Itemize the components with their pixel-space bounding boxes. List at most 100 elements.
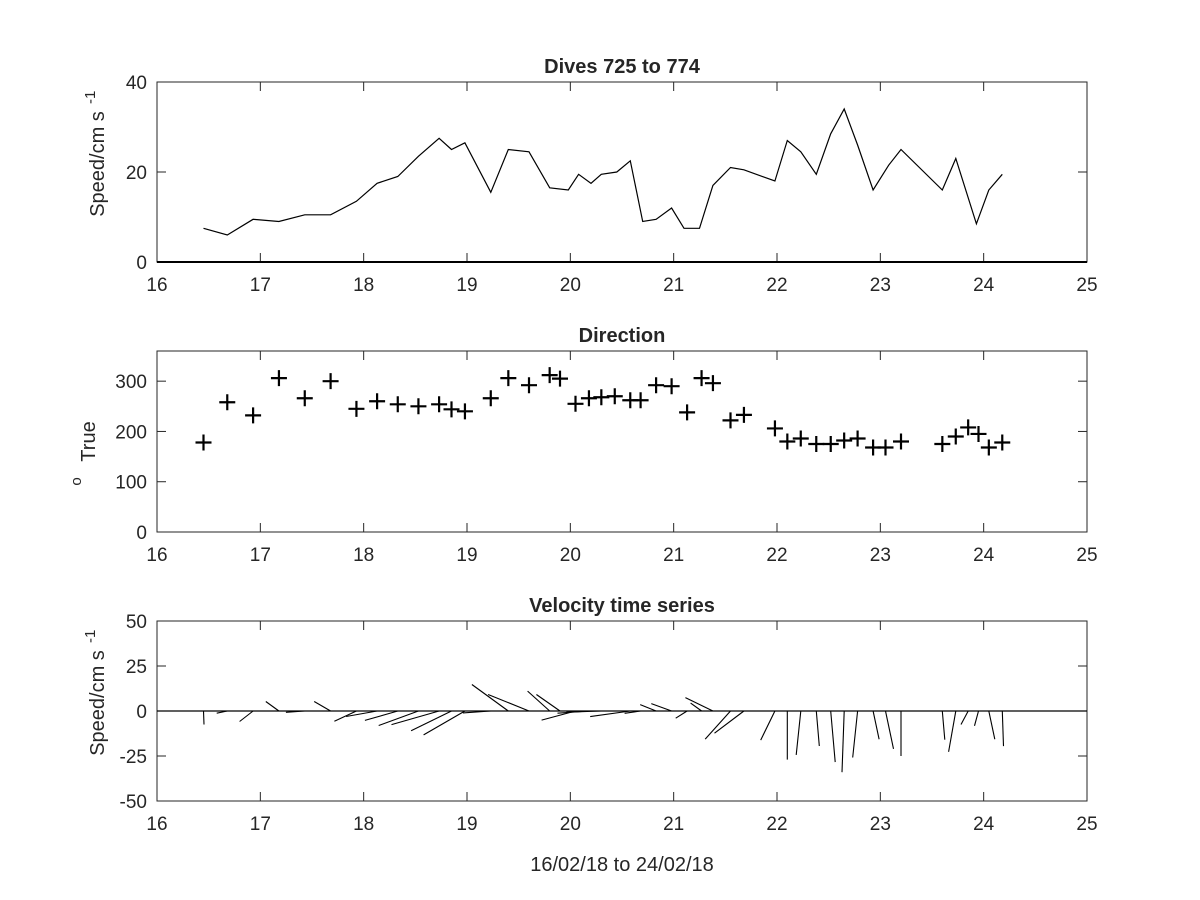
velocity-stick — [988, 710, 996, 740]
x-tick-label: 24 — [973, 814, 995, 835]
velocity-stick — [462, 710, 491, 714]
velocity-stick — [216, 710, 228, 714]
x-tick-label: 25 — [1076, 275, 1097, 296]
data-point — [431, 396, 448, 413]
velocity-stick — [941, 710, 946, 740]
data-point — [593, 389, 610, 406]
series-line — [203, 107, 1003, 236]
velocity-stick — [973, 710, 980, 726]
data-point — [369, 393, 386, 410]
y-tick-label: 300 — [115, 372, 147, 393]
data-point — [947, 428, 964, 445]
data-point — [648, 377, 665, 394]
velocity-stick — [590, 710, 631, 718]
data-point — [766, 420, 783, 437]
velocity-stick — [852, 710, 859, 758]
y-tick-label: 25 — [126, 657, 147, 678]
y-tick-label: 0 — [136, 702, 147, 723]
axes-box — [156, 81, 1088, 263]
velocity-stick — [704, 710, 731, 740]
data-point — [808, 436, 825, 453]
x-tick-label: 16 — [146, 814, 167, 835]
velocity-stick — [536, 694, 561, 712]
data-point — [410, 398, 427, 415]
data-point — [722, 412, 739, 429]
x-tick-label: 20 — [560, 545, 581, 566]
velocity-stick — [714, 710, 745, 734]
data-point — [735, 406, 752, 423]
x-tick-label: 18 — [353, 814, 374, 835]
x-tick-label: 21 — [663, 545, 684, 566]
y-tick-label: 20 — [126, 163, 147, 184]
y-axis-label: Speed/cm s -1 — [82, 91, 109, 217]
x-tick-label: 23 — [870, 545, 891, 566]
data-point — [679, 404, 696, 421]
x-tick-label: 23 — [870, 275, 891, 296]
x-tick-label: 19 — [456, 814, 477, 835]
velocity-stick — [364, 710, 398, 721]
data-point — [567, 395, 584, 412]
x-tick-label: 22 — [766, 814, 787, 835]
velocity-stick — [313, 701, 331, 712]
velocity-stick — [471, 684, 509, 712]
axes-box — [156, 350, 1088, 533]
data-point — [877, 439, 894, 456]
velocity-stick — [527, 690, 551, 712]
x-tick-label: 16 — [146, 545, 167, 566]
velocity-stick — [639, 704, 657, 712]
data-point — [348, 400, 365, 417]
x-tick-label: 20 — [560, 814, 581, 835]
x-tick-label: 18 — [353, 545, 374, 566]
data-point — [970, 425, 987, 442]
y-label-text: Speed/cm s — [87, 111, 109, 217]
velocity-stick — [884, 710, 895, 750]
velocity-stick — [285, 710, 305, 713]
data-point — [960, 419, 977, 436]
velocity-stick — [841, 710, 845, 773]
y-label-prefix: o — [68, 477, 85, 485]
chart-1: 16 17 18 19 20 21 22 23 24 25 0 100 200 300 Direction o… — [68, 325, 1098, 566]
data-point — [482, 390, 499, 407]
x-axis-label: 16/02/18 to 24/02/18 — [530, 854, 714, 876]
y-label-superscript: -1 — [82, 91, 99, 104]
velocity-stick — [795, 710, 802, 755]
x-tick-label: 21 — [663, 275, 684, 296]
x-tick-label: 25 — [1076, 545, 1097, 566]
x-tick-label: 22 — [766, 545, 787, 566]
data-point — [195, 434, 212, 451]
x-tick-label: 24 — [973, 275, 995, 296]
data-point — [552, 370, 568, 387]
chart-title: Velocity time series — [529, 595, 715, 617]
data-point — [632, 392, 649, 409]
data-point — [779, 433, 796, 450]
data-point — [245, 407, 262, 424]
velocity-stick — [685, 697, 714, 712]
x-tick-label: 22 — [766, 275, 787, 296]
velocity-stick — [391, 710, 440, 726]
data-point — [521, 377, 537, 394]
data-point — [219, 394, 236, 411]
data-point — [822, 436, 839, 453]
x-tick-label: 18 — [353, 275, 374, 296]
x-tick-label: 24 — [973, 545, 995, 566]
x-tick-label: 17 — [250, 275, 271, 296]
x-tick-label: 17 — [250, 814, 271, 835]
velocity-stick — [624, 710, 641, 714]
velocity-stick — [675, 710, 688, 719]
x-tick-label: 19 — [456, 275, 477, 296]
y-tick-label: 40 — [126, 73, 147, 94]
x-tick-label: 19 — [456, 545, 477, 566]
velocity-stick — [830, 710, 836, 763]
x-tick-label: 23 — [870, 814, 891, 835]
velocity-stick — [239, 710, 254, 722]
data-point — [389, 396, 406, 413]
y-tick-label: 200 — [115, 422, 147, 443]
data-point — [456, 403, 473, 420]
velocity-stick — [410, 710, 452, 732]
chart-title: Dives 725 to 774 — [544, 56, 701, 78]
y-tick-label: -50 — [120, 792, 147, 813]
x-tick-label: 20 — [560, 275, 581, 296]
y-label-superscript: -1 — [82, 630, 99, 643]
chart-title: Direction — [579, 325, 666, 347]
